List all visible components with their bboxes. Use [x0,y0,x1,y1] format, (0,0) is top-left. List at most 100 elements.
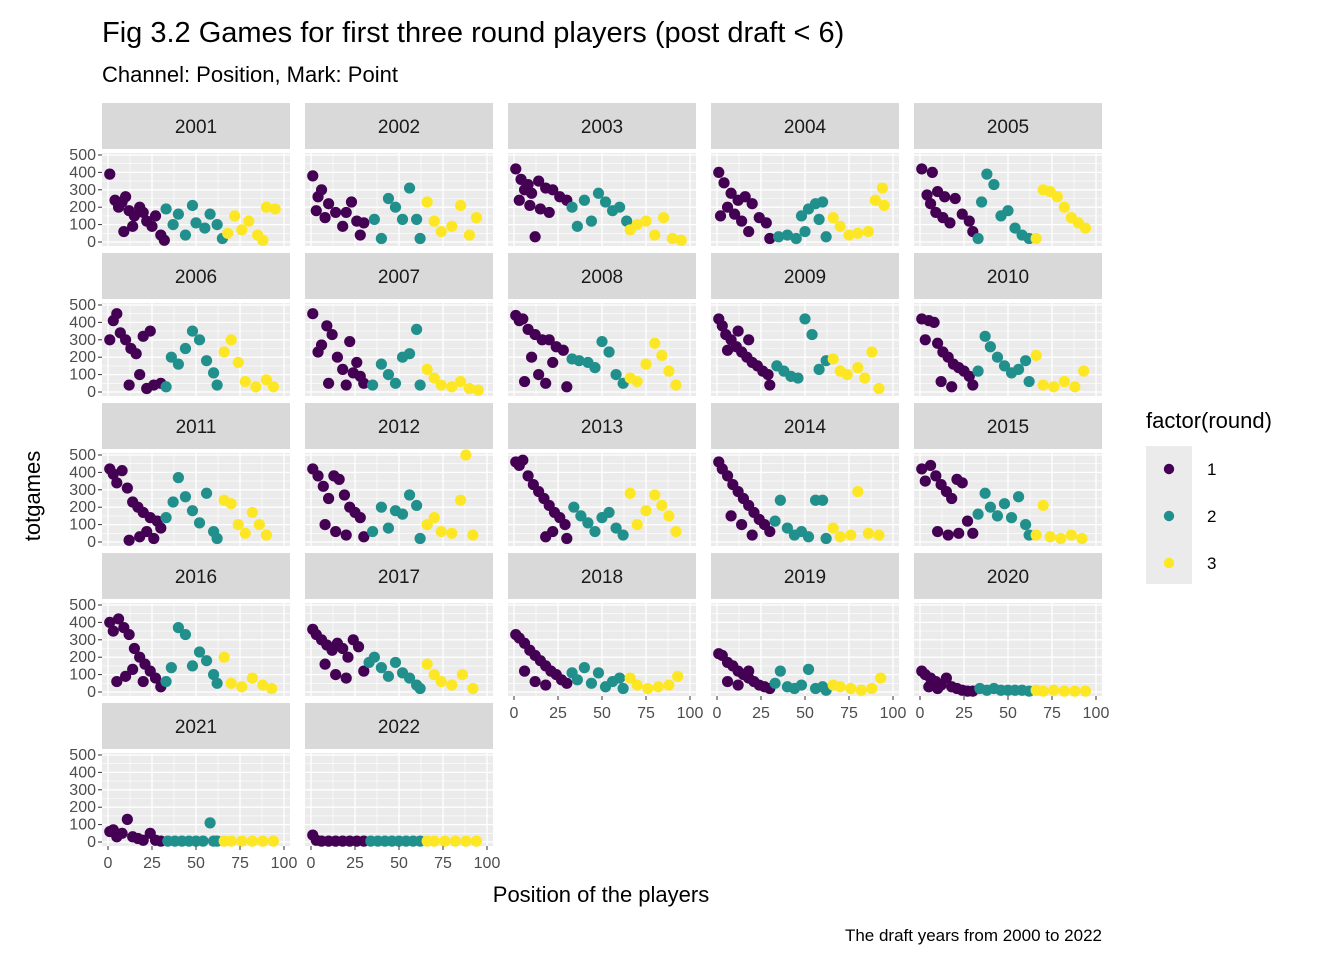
data-point [988,178,1000,191]
data-point [855,684,867,696]
data-point [120,334,132,346]
data-point [841,369,853,381]
data-point [358,665,370,677]
data-point [946,381,958,393]
facet-panel: 2022 0 25 50 75 100 [305,703,500,872]
data-point [330,525,342,538]
data-point [869,194,882,206]
data-point [956,208,968,220]
data-point [112,613,125,625]
data-point [260,529,272,541]
data-point [721,201,734,213]
x-tick-label: 0 [713,705,722,722]
data-point [518,375,531,388]
data-point [340,379,352,391]
x-tick-label: 100 [1083,705,1110,722]
data-point [614,672,626,684]
data-point [467,529,479,541]
x-tick-label: 0 [510,705,519,722]
data-point [266,682,278,695]
data-point [859,372,871,384]
data-point [116,827,128,839]
data-point [439,835,451,847]
data-point [649,229,661,241]
data-point [522,470,534,482]
facet-label: 2003 [581,117,623,138]
data-point [208,367,220,379]
data-point [375,358,387,370]
data-point [421,519,433,531]
data-point [603,506,615,519]
y-tick-label: 0 [87,684,96,701]
data-point [148,532,160,545]
data-point [610,522,622,534]
data-point [186,660,199,672]
data-point [118,225,130,238]
data-point [337,642,349,655]
data-point [961,515,974,527]
data-point [239,527,251,539]
data-point [232,519,244,531]
data-point [358,531,370,543]
facet-strip [102,703,290,749]
data-point [873,382,885,395]
data-point [165,662,177,674]
data-point [834,681,846,693]
x-tick-label: 50 [390,855,408,872]
data-point [547,356,559,369]
data-point [834,220,846,232]
data-point [211,219,223,231]
data-point [631,375,643,388]
y-tick-label: 100 [69,217,96,234]
facet-label: 2020 [987,567,1029,588]
y-tick-label: 500 [69,447,96,464]
data-point [389,377,402,389]
data-point [344,335,356,348]
data-point [1079,222,1092,234]
data-point [179,491,192,503]
data-point [354,512,366,524]
facet-strip [508,253,696,299]
data-point [743,334,755,346]
data-point [144,325,156,337]
data-point [875,672,887,684]
data-point [852,227,864,239]
data-point [817,494,829,506]
data-point [340,672,352,684]
data-point [137,206,149,219]
data-point [160,675,172,688]
data-point [566,201,578,213]
data-point [963,215,975,227]
data-point [345,196,358,208]
facet-panel: 2007 [305,253,493,396]
data-point [873,529,885,541]
data-point [414,682,426,695]
data-point [246,835,258,847]
data-point [1020,519,1032,531]
data-point [946,492,958,505]
facet-strip [711,103,899,149]
data-point [543,334,555,346]
data-point [104,616,116,629]
data-point [743,225,755,238]
data-point [845,682,857,695]
data-point [1048,684,1060,696]
data-point [193,517,206,529]
data-point [146,220,158,232]
data-point [130,348,142,360]
data-point [323,492,335,505]
y-tick-label: 500 [69,297,96,314]
data-point [540,679,552,691]
data-point [128,642,140,655]
data-point [246,506,258,519]
data-point [1030,529,1042,541]
data-point [179,628,192,641]
data-point [382,670,395,682]
data-point [746,198,758,210]
data-point [1012,363,1025,375]
y-tick-label: 100 [69,517,96,534]
facet-label: 2010 [987,267,1029,288]
data-point [460,835,472,847]
data-point [123,534,135,546]
y-tick-label: 0 [87,534,96,551]
